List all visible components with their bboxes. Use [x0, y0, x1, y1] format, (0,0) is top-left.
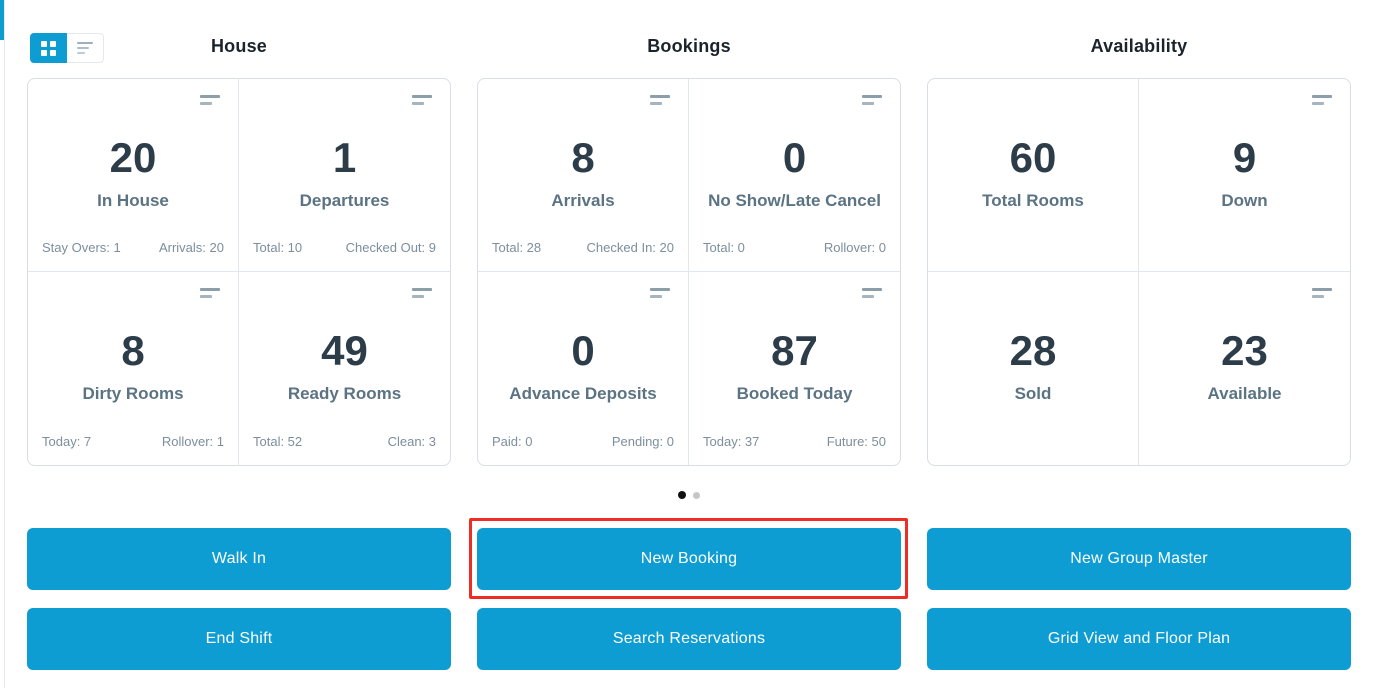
card-stat-left: Total: 52 — [253, 434, 303, 449]
card-value: 28 — [1009, 327, 1057, 374]
card-dirty-rooms[interactable]: 8 Dirty Rooms Today: 7 Rollover: 1 — [28, 272, 239, 465]
carousel-pagination — [477, 491, 901, 499]
card-label: Booked Today — [736, 384, 853, 403]
card-departures[interactable]: 1 Departures Total: 10 Checked Out: 9 — [239, 79, 450, 272]
card-menu-icon[interactable] — [650, 288, 670, 298]
card-label: Arrivals — [551, 191, 615, 210]
card-label: No Show/Late Cancel — [708, 191, 881, 210]
card-booked-today[interactable]: 87 Booked Today Today: 37 Future: 50 — [689, 272, 900, 465]
card-value: 1 — [332, 134, 357, 181]
card-menu-icon[interactable] — [1312, 95, 1332, 105]
card-stat-left: Total: 28 — [492, 240, 542, 255]
view-toggle — [30, 33, 104, 63]
availability-card-group: 60 Total Rooms 9 Down 28 Sold 23 Availab… — [927, 78, 1351, 466]
section-title-bookings: Bookings — [647, 36, 731, 56]
card-in-house[interactable]: 20 In House Stay Overs: 1 Arrivals: 20 — [28, 79, 239, 272]
card-stat-right: Clean: 3 — [387, 434, 436, 449]
bookings-card-group: 8 Arrivals Total: 28 Checked In: 20 0 No… — [477, 78, 901, 466]
card-value: 23 — [1221, 327, 1268, 374]
card-stat-left: Total: 10 — [253, 240, 303, 255]
card-value: 60 — [1009, 134, 1057, 181]
card-stat-right: Rollover: 0 — [823, 240, 886, 255]
card-label: Departures — [299, 191, 390, 210]
card-menu-icon[interactable] — [1312, 288, 1332, 298]
walk-in-button[interactable]: Walk In — [27, 528, 451, 590]
card-label: Total Rooms — [982, 191, 1084, 210]
card-stat-left: Today: 37 — [703, 434, 760, 449]
house-card-group: 20 In House Stay Overs: 1 Arrivals: 20 1… — [27, 78, 451, 466]
card-down[interactable]: 9 Down — [1139, 79, 1350, 272]
card-menu-icon[interactable] — [862, 288, 882, 298]
card-stat-right: Checked In: 20 — [586, 240, 674, 255]
section-title-house: House — [210, 36, 267, 56]
card-value: 0 — [571, 327, 595, 374]
grid-view-icon — [41, 40, 56, 56]
section-title-availability: Availability — [1090, 36, 1188, 56]
panel-edge-accent-bar — [0, 0, 4, 40]
card-stat-right: Arrivals: 20 — [158, 240, 224, 255]
card-menu-icon[interactable] — [650, 95, 670, 105]
carousel-dot-active[interactable] — [678, 491, 686, 499]
card-sold[interactable]: 28 Sold — [928, 272, 1139, 465]
card-value: 0 — [782, 134, 807, 181]
card-menu-icon[interactable] — [200, 288, 220, 298]
card-label: Dirty Rooms — [82, 384, 184, 403]
list-view-button[interactable] — [67, 33, 104, 63]
card-available[interactable]: 23 Available — [1139, 272, 1350, 465]
card-arrivals[interactable]: 8 Arrivals Total: 28 Checked In: 20 — [478, 79, 689, 272]
card-no-show-late-cancel[interactable]: 0 No Show/Late Cancel Total: 0 Rollover:… — [689, 79, 900, 272]
new-booking-button[interactable]: New Booking — [477, 528, 901, 590]
grid-view-button[interactable] — [30, 33, 67, 63]
carousel-dot[interactable] — [693, 491, 700, 499]
card-stat-left: Stay Overs: 1 — [42, 240, 121, 255]
list-view-icon — [77, 42, 93, 54]
card-stat-left: Today: 7 — [42, 434, 92, 449]
card-stat-right: Pending: 0 — [611, 434, 674, 449]
card-value: 87 — [771, 327, 818, 374]
card-stat-left: Paid: 0 — [492, 434, 533, 449]
card-label: Down — [1221, 191, 1268, 210]
card-label: Advance Deposits — [509, 384, 657, 403]
card-menu-icon[interactable] — [412, 95, 432, 105]
card-label: Sold — [1014, 384, 1052, 403]
card-value: 9 — [1232, 134, 1257, 181]
card-value: 8 — [121, 327, 145, 374]
card-stat-right: Checked Out: 9 — [345, 240, 436, 255]
card-label: Ready Rooms — [287, 384, 402, 403]
panel-edge-divider — [4, 0, 5, 688]
card-menu-icon[interactable] — [412, 288, 432, 298]
card-total-rooms[interactable]: 60 Total Rooms — [928, 79, 1139, 272]
card-label: Available — [1207, 384, 1282, 403]
card-advance-deposits[interactable]: 0 Advance Deposits Paid: 0 Pending: 0 — [478, 272, 689, 465]
card-value: 20 — [109, 134, 157, 181]
card-stat-left: Total: 0 — [703, 240, 745, 255]
card-value: 8 — [571, 134, 595, 181]
card-stat-right: Future: 50 — [826, 434, 886, 449]
new-group-master-button[interactable]: New Group Master — [927, 528, 1351, 590]
card-stat-right: Rollover: 1 — [161, 434, 224, 449]
card-ready-rooms[interactable]: 49 Ready Rooms Total: 52 Clean: 3 — [239, 272, 450, 465]
card-menu-icon[interactable] — [862, 95, 882, 105]
card-menu-icon[interactable] — [200, 95, 220, 105]
end-shift-button[interactable]: End Shift — [27, 608, 451, 670]
search-reservations-button[interactable]: Search Reservations — [477, 608, 901, 670]
grid-view-floor-plan-button[interactable]: Grid View and Floor Plan — [927, 608, 1351, 670]
card-label: In House — [97, 191, 169, 210]
card-value: 49 — [321, 327, 368, 374]
